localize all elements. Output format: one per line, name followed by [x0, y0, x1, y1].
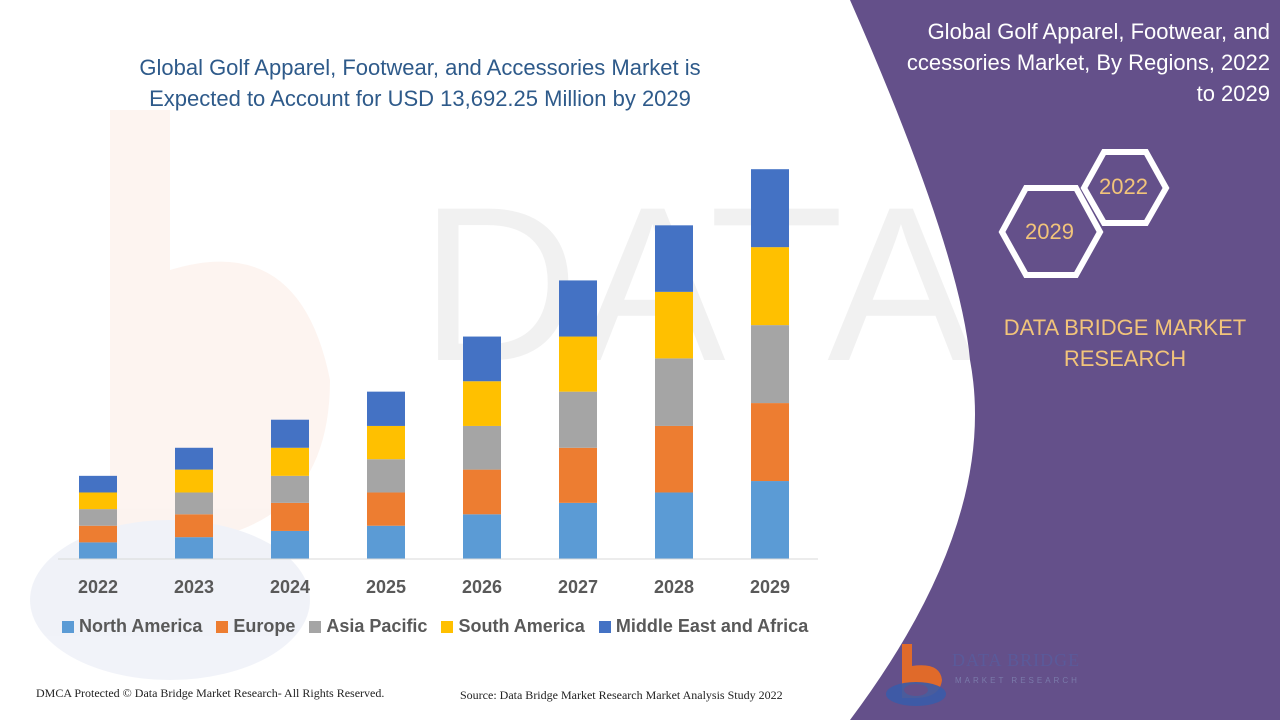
side-title-line-3: to 2029	[1196, 81, 1270, 106]
x-tick-label: 2027	[558, 577, 598, 597]
x-tick-label: 2029	[750, 577, 790, 597]
bar-segment-2024-0	[271, 530, 309, 559]
hexagon-2029	[998, 185, 1104, 278]
brand-text: DATA BRIDGE MARKET RESEARCH	[990, 312, 1260, 374]
bar-segment-2029-2	[751, 325, 789, 404]
x-tick-label: 2025	[366, 577, 406, 597]
legend-swatch	[309, 620, 322, 633]
legend-swatch	[216, 620, 229, 633]
legend-item-middle-east-africa: Middle East and Africa	[598, 616, 809, 637]
bar-segment-2022-3	[79, 492, 117, 510]
bar-segment-2027-1	[559, 447, 597, 503]
bar-segment-2024-3	[271, 447, 309, 476]
bar-segment-2023-3	[175, 469, 213, 493]
bar-segment-2028-3	[655, 291, 693, 359]
bar-segment-2026-4	[463, 336, 501, 382]
bar-segment-2027-4	[559, 280, 597, 337]
bar-segment-2023-0	[175, 537, 213, 559]
side-title-line-2: ccessories Market, By Regions, 2022	[906, 50, 1270, 75]
bar-segment-2026-0	[463, 514, 501, 559]
copyright-notice: DMCA Protected © Data Bridge Market Rese…	[36, 686, 385, 700]
x-tick-label: 2023	[174, 577, 214, 597]
bar-segment-2023-2	[175, 492, 213, 515]
legend-item-europe: Europe	[216, 616, 295, 637]
chart-title: Global Golf Apparel, Footwear, and Acces…	[60, 52, 780, 114]
bar-segment-2024-4	[271, 419, 309, 448]
bar-segment-2027-0	[559, 502, 597, 559]
x-tick-label: 2024	[270, 577, 310, 597]
hexagon-2022	[1080, 149, 1170, 226]
hex-year-2029: 2029	[1025, 219, 1074, 244]
legend-label: North America	[79, 616, 203, 636]
bar-segment-2027-3	[559, 336, 597, 392]
bar-segment-2028-4	[655, 225, 693, 292]
legend-label: Asia Pacific	[326, 616, 428, 636]
legend-swatch	[598, 620, 611, 633]
bar-segment-2022-2	[79, 509, 117, 526]
logo-icon	[886, 644, 946, 706]
bar-segment-2029-3	[751, 247, 789, 326]
bar-segment-2025-2	[367, 459, 405, 493]
logo-tagline: MARKET RESEARCH	[955, 676, 1080, 685]
hex-year-2022: 2022	[1099, 174, 1148, 199]
bar-segment-2026-2	[463, 425, 501, 470]
source-note: Source: Data Bridge Market Research Mark…	[460, 688, 783, 702]
brand-line-2: RESEARCH	[1063, 346, 1187, 371]
bar-segment-2022-4	[79, 475, 117, 493]
x-tick-label: 2026	[462, 577, 502, 597]
bar-segment-2029-1	[751, 403, 789, 482]
bar-segment-2028-0	[655, 492, 693, 559]
bar-segment-2023-4	[175, 447, 213, 470]
chart-title-line-2: Expected to Account for USD 13,692.25 Mi…	[149, 86, 691, 111]
chart-legend: North America Europe Asia Pacific South …	[62, 616, 808, 637]
x-tick-label: 2022	[78, 577, 118, 597]
bar-segment-2028-2	[655, 358, 693, 426]
bar-segment-2025-1	[367, 492, 405, 526]
bar-segment-2029-4	[751, 169, 789, 248]
legend-label: Europe	[233, 616, 296, 636]
logo-name: DATA BRIDGE	[952, 650, 1081, 670]
bar-segment-2026-1	[463, 469, 501, 515]
brand-line-1: DATA BRIDGE MARKET	[1003, 315, 1247, 340]
stacked-bar-chart: 2022 2023 2024 2025 2026 2027 2028 2029	[58, 169, 818, 597]
bar-segment-2022-1	[79, 525, 117, 543]
bar-segment-2024-1	[271, 502, 309, 531]
bar-segment-2028-1	[655, 425, 693, 493]
legend-item-north-america: North America	[62, 616, 202, 637]
legend-item-south-america: South America	[441, 616, 585, 637]
bar-segment-2027-2	[559, 391, 597, 448]
legend-label: Middle East and Africa	[615, 616, 809, 636]
chart-title-line-1: Global Golf Apparel, Footwear, and Acces…	[139, 55, 701, 80]
side-title-line-1: Global Golf Apparel, Footwear, and	[927, 19, 1270, 44]
bar-segment-2023-1	[175, 514, 213, 538]
bar-segment-2024-2	[271, 475, 309, 503]
side-panel-title: Global Golf Apparel, Footwear, and ccess…	[850, 16, 1270, 109]
bar-segment-2025-3	[367, 425, 405, 460]
bar-segment-2025-0	[367, 525, 405, 559]
legend-swatch	[441, 620, 454, 633]
legend-item-asia-pacific: Asia Pacific	[309, 616, 427, 637]
bar-segment-2026-3	[463, 381, 501, 426]
legend-swatch	[62, 620, 74, 633]
bar-segment-2025-4	[367, 391, 405, 426]
bar-segment-2022-0	[79, 542, 117, 559]
legend-label: South America	[458, 616, 585, 636]
x-tick-label: 2028	[654, 577, 694, 597]
bar-segment-2029-0	[751, 481, 789, 559]
